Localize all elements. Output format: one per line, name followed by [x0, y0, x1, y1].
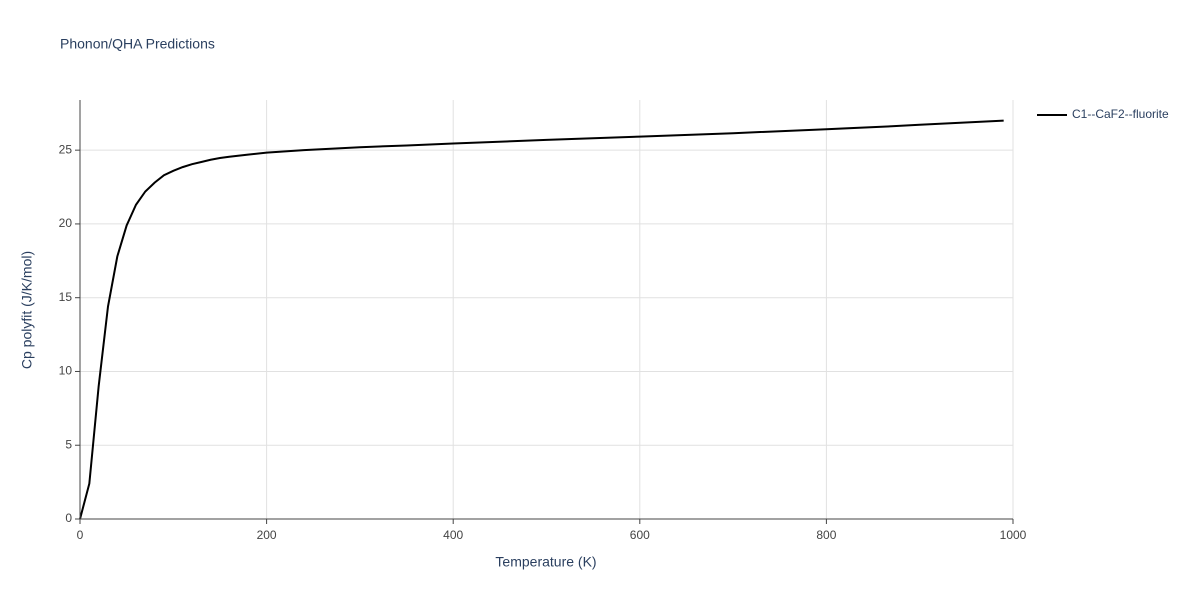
- grid: [79, 100, 1014, 520]
- plot-area: [79, 119, 1004, 520]
- y-tick-label: 10: [59, 364, 73, 378]
- x-axis-title: Temperature (K): [495, 554, 596, 570]
- y-tick-label: 5: [65, 437, 72, 451]
- y-tick-label: 15: [59, 290, 73, 304]
- x-tick-label: 0: [77, 528, 84, 542]
- data-line: [79, 119, 1004, 520]
- y-tick-label: 0: [65, 511, 72, 525]
- x-tick-label: 400: [443, 528, 463, 542]
- x-tick-label: 800: [816, 528, 836, 542]
- x-tick-label: 1000: [1000, 528, 1027, 542]
- y-tick-label: 25: [59, 142, 73, 156]
- y-tick-label: 20: [59, 216, 73, 230]
- chart-title: Phonon/QHA Predictions: [60, 36, 215, 52]
- y-axis-title: Cp polyfit (J/K/mol): [19, 251, 35, 369]
- x-tick-label: 200: [257, 528, 277, 542]
- legend-label: C1--CaF2--fluorite: [1072, 107, 1169, 121]
- x-tick-label: 600: [630, 528, 650, 542]
